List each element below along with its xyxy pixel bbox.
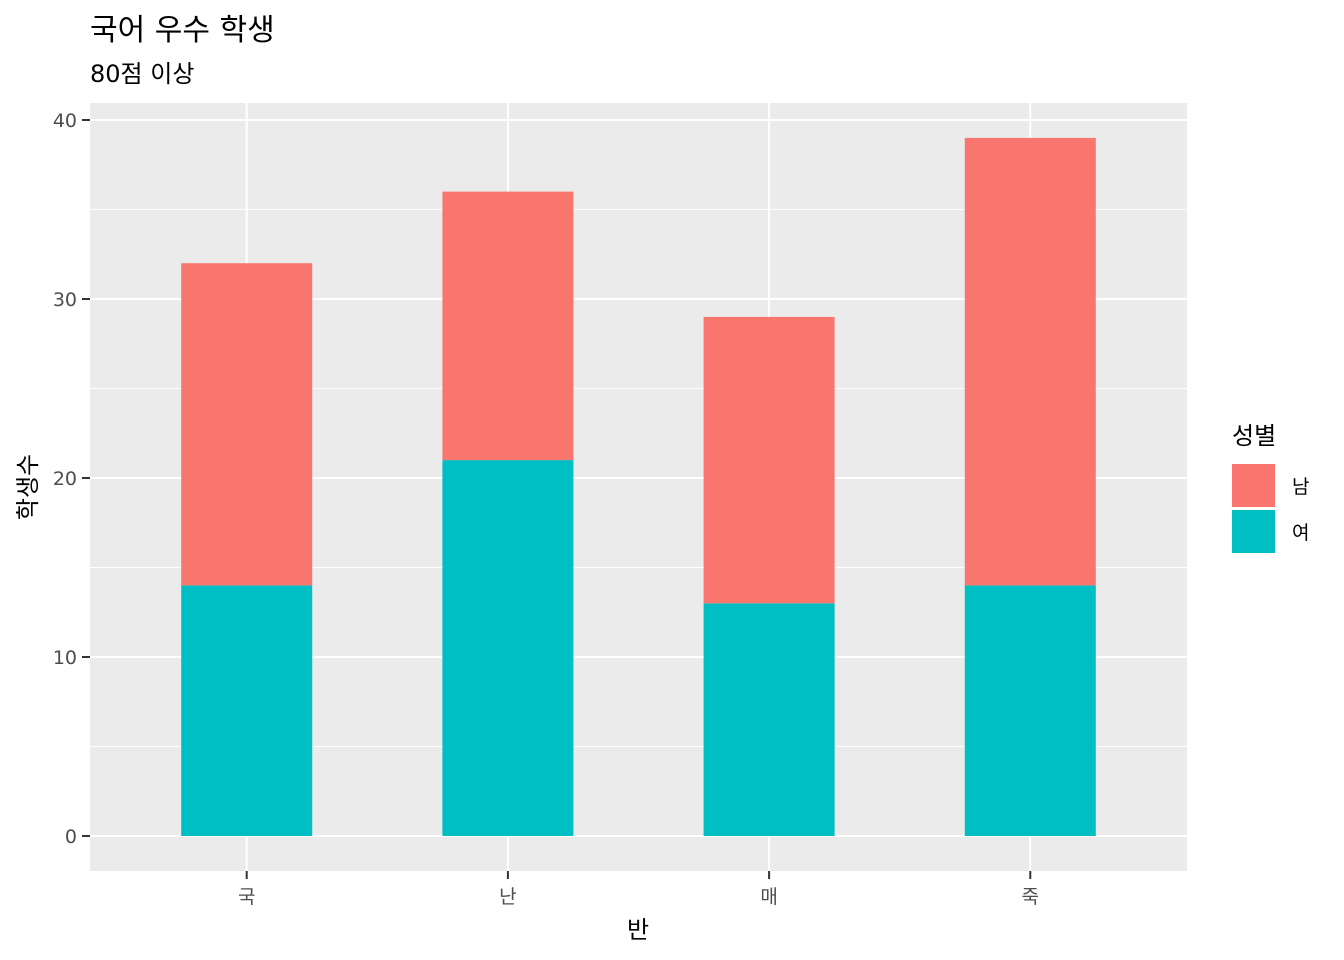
bars xyxy=(181,137,1096,836)
bar-죽-남 xyxy=(964,137,1096,586)
legend-key-남 xyxy=(1232,464,1275,507)
legend: 성별 남여 xyxy=(1232,422,1309,553)
x-tick-label: 죽 xyxy=(1022,886,1039,908)
x-tick-label: 국 xyxy=(238,886,255,908)
chart-subtitle: 80점 이상 xyxy=(90,60,194,88)
y-tick-label: 30 xyxy=(53,289,77,311)
legend-label: 여 xyxy=(1292,522,1309,544)
bar-난-여 xyxy=(442,460,574,836)
x-axis-title: 반 xyxy=(627,916,649,944)
y-tick-label: 10 xyxy=(53,647,77,669)
bar-국-여 xyxy=(181,585,313,836)
bar-국-남 xyxy=(181,263,313,586)
x-tick-label: 난 xyxy=(499,886,516,908)
y-axis-title: 학생수 xyxy=(14,454,42,520)
legend-key-여 xyxy=(1232,510,1275,553)
chart-title: 국어 우수 학생 xyxy=(90,13,275,48)
bar-매-남 xyxy=(703,316,835,604)
y-tick-label: 40 xyxy=(53,110,77,132)
legend-label: 남 xyxy=(1292,476,1309,498)
bar-죽-여 xyxy=(964,585,1096,836)
y-tick-label: 0 xyxy=(65,826,77,848)
y-axis: 0 10 20 30 40 xyxy=(53,110,90,848)
bar-매-여 xyxy=(703,603,835,836)
y-tick-label: 20 xyxy=(53,468,77,490)
legend-title: 성별 xyxy=(1232,422,1276,450)
bar-난-남 xyxy=(442,191,574,461)
x-tick-label: 매 xyxy=(760,886,777,908)
